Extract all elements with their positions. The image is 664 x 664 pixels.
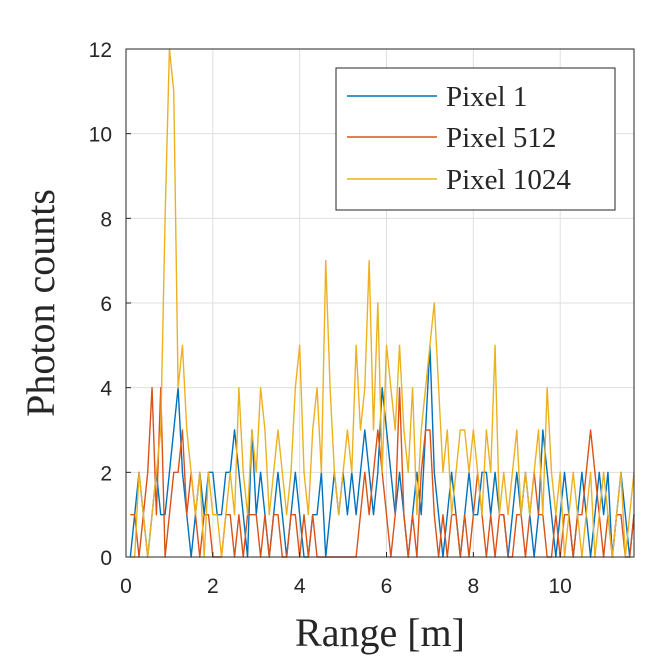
y-tick-label: 6 bbox=[100, 293, 112, 316]
y-tick-label: 12 bbox=[89, 39, 112, 62]
x-tick-label: 10 bbox=[549, 575, 572, 598]
y-tick-label: 0 bbox=[100, 547, 112, 570]
x-axis-label: Range [m] bbox=[295, 610, 465, 655]
x-tick-label: 0 bbox=[120, 575, 132, 598]
y-ticks: 0 2 4 6 8 10 12 bbox=[89, 39, 131, 570]
y-tick-label: 8 bbox=[100, 208, 112, 231]
x-tick-label: 4 bbox=[294, 575, 306, 598]
y-tick-label: 4 bbox=[100, 378, 112, 401]
y-tick-label: 2 bbox=[100, 462, 112, 485]
x-tick-label: 6 bbox=[381, 575, 393, 598]
legend-label-pixel-1024: Pixel 1024 bbox=[446, 164, 571, 196]
legend: Pixel 1 Pixel 512 Pixel 1024 bbox=[335, 67, 616, 211]
legend-box bbox=[335, 67, 616, 211]
y-axis-label: Photon counts bbox=[18, 189, 63, 417]
series-line-pixel-1024 bbox=[130, 48, 635, 558]
x-tick-label: 8 bbox=[468, 575, 480, 598]
y-tick-label: 10 bbox=[89, 124, 112, 147]
legend-label-pixel-512: Pixel 512 bbox=[446, 122, 556, 154]
x-ticks: 0 2 4 6 8 10 bbox=[120, 552, 572, 598]
series-line-pixel-1 bbox=[129, 344, 635, 558]
legend-label-pixel-1: Pixel 1 bbox=[446, 81, 527, 113]
x-tick-label: 2 bbox=[207, 575, 219, 598]
